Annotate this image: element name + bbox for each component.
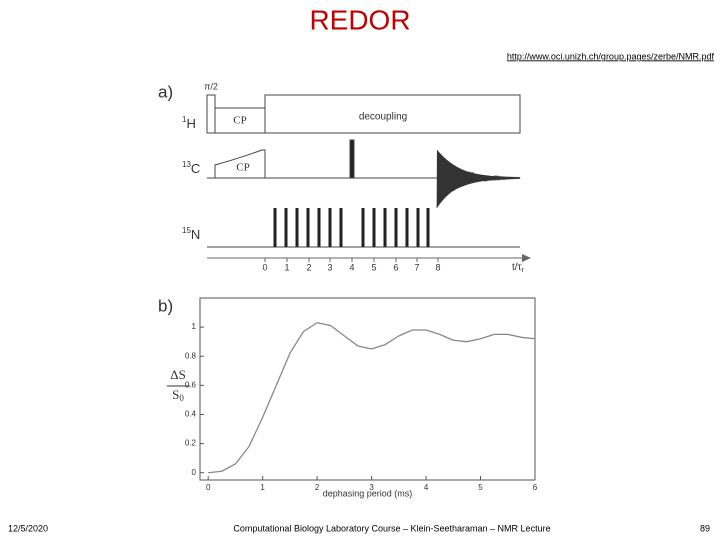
time-axis-label: t/τr xyxy=(512,262,525,274)
y-tick-label: 0 xyxy=(192,468,197,477)
fid xyxy=(436,150,521,209)
time-tick-label: 1 xyxy=(284,262,289,272)
pulse-label: π/2 xyxy=(204,81,218,91)
mass-number: 13 xyxy=(182,160,191,169)
element: H xyxy=(186,116,195,131)
element: N xyxy=(191,227,200,242)
pulse xyxy=(339,208,343,247)
source-link[interactable]: http://www.oci.unizh.ch/group.pages/zerb… xyxy=(507,51,715,61)
denominator-sub: 0 xyxy=(179,393,184,403)
n-pulses xyxy=(273,208,430,247)
cp-ramp xyxy=(214,149,266,178)
pulse xyxy=(416,208,420,247)
pulse xyxy=(328,208,332,247)
panel-label: a) xyxy=(158,82,173,101)
block-label: CP xyxy=(236,162,249,174)
channel-label: 1H xyxy=(182,115,196,131)
channel-label: 13C xyxy=(182,160,200,176)
block-label: CP xyxy=(233,115,246,127)
x-tick-label: 0 xyxy=(206,483,211,492)
y-tick-label: 1 xyxy=(192,322,197,331)
x-tick-label: 6 xyxy=(533,483,538,492)
x-tick-label: 1 xyxy=(260,483,265,492)
data-line xyxy=(208,322,536,474)
block-label: decoupling xyxy=(359,112,407,123)
time-tick-label: 4 xyxy=(349,262,354,272)
footer-date: 12/5/2020 xyxy=(8,523,48,533)
pulse xyxy=(284,208,288,247)
footer-course: Computational Biology Laboratory Course … xyxy=(233,523,550,533)
pulse xyxy=(372,208,376,247)
slide-title: REDOR xyxy=(309,4,410,35)
pulse xyxy=(405,208,409,247)
denominator-base: S xyxy=(172,387,179,402)
y-tick-label: 0.6 xyxy=(185,380,197,389)
time-tick-label: 0 xyxy=(262,262,267,272)
pulse xyxy=(383,208,387,247)
time-tick-label: 7 xyxy=(414,262,419,272)
mass-number: 1 xyxy=(182,115,187,124)
x-tick-label: 4 xyxy=(424,483,429,492)
pulse xyxy=(295,208,299,247)
pulse xyxy=(306,208,310,247)
panel-label: b) xyxy=(158,296,173,315)
time-tick-label: 3 xyxy=(327,262,332,272)
x-tick-label: 5 xyxy=(478,483,483,492)
y-tick-label: 0.4 xyxy=(185,410,197,419)
footer-page: 89 xyxy=(700,523,710,533)
y-tick-label: 0.8 xyxy=(185,351,197,360)
decoupling-block xyxy=(264,94,521,134)
pulse xyxy=(361,208,365,247)
y-tick-label: 0.2 xyxy=(185,439,197,448)
pulse xyxy=(349,139,355,179)
x-tick-label: 2 xyxy=(315,483,320,492)
time-tick-label: 5 xyxy=(371,262,376,272)
time-tick-label: 8 xyxy=(435,262,440,272)
channel-label: 15N xyxy=(182,226,200,242)
time-tick-label: 2 xyxy=(306,262,311,272)
x-axis-label: dephasing period (ms) xyxy=(323,488,413,498)
arrow xyxy=(522,254,531,262)
mass-number: 15 xyxy=(182,226,191,235)
y-label-denominator: S0 xyxy=(172,387,184,403)
time-tick-label: 6 xyxy=(393,262,398,272)
pulse xyxy=(394,208,398,247)
pulse xyxy=(206,94,216,134)
y-label-numerator: ΔS xyxy=(170,367,186,382)
pulse xyxy=(426,208,430,247)
x-tick-label: 3 xyxy=(369,483,374,492)
plot-frame xyxy=(199,297,536,481)
pulse xyxy=(317,208,321,247)
element: C xyxy=(191,161,200,176)
pulse xyxy=(273,208,277,247)
